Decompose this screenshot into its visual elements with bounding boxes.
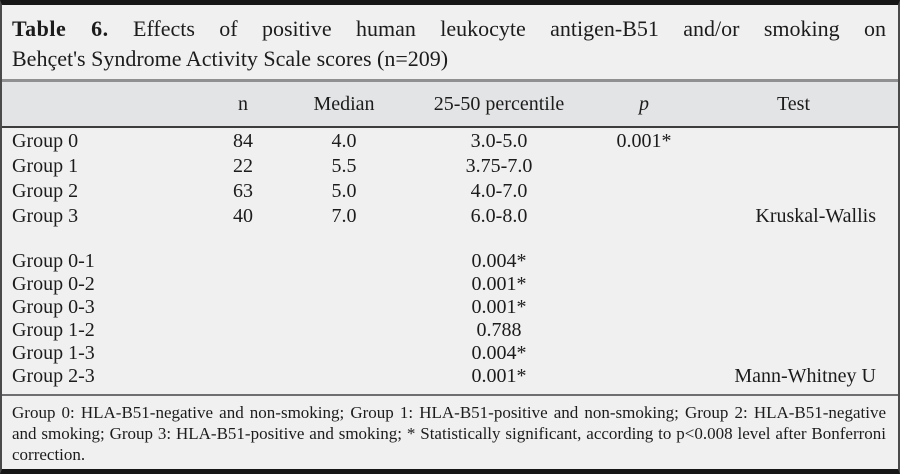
table-row-group-1-3: Group 1-3 0.004* xyxy=(2,341,898,364)
cell-test: Kruskal-Wallis xyxy=(755,204,876,227)
cell-median: 4.0 xyxy=(331,129,357,152)
table-title-text: Effects of positive human leukocyte anti… xyxy=(133,16,886,41)
cell-pairwise-p: 0.001* xyxy=(471,272,527,295)
cell-n: 84 xyxy=(233,129,253,152)
row-label: Group 1-2 xyxy=(12,318,95,341)
cell-pairwise-p: 0.788 xyxy=(476,318,522,341)
table-row-group-3: Group 3 40 7.0 6.0-8.0 Kruskal-Wallis xyxy=(2,203,898,228)
table-row-group-0-3: Group 0-3 0.001* xyxy=(2,295,898,318)
cell-percentile: 4.0-7.0 xyxy=(470,179,528,202)
table-header-row: n Median 25-50 percentile p Test xyxy=(2,82,898,128)
cell-n: 63 xyxy=(233,179,253,202)
table-row-group-2-3: Group 2-3 0.001* Mann-Whitney U xyxy=(2,364,898,387)
cell-pairwise-p: 0.004* xyxy=(471,249,527,272)
block-spacer xyxy=(2,228,898,249)
header-median: Median xyxy=(313,93,375,115)
table-number-label: Table 6. xyxy=(12,16,109,41)
cell-pairwise-p: 0.001* xyxy=(471,364,527,387)
cell-percentile: 3.75-7.0 xyxy=(465,154,533,177)
header-n: n xyxy=(238,93,248,115)
row-label: Group 1 xyxy=(12,154,79,177)
row-label: Group 0-2 xyxy=(12,272,95,295)
row-label: Group 0 xyxy=(12,129,79,152)
header-p: p xyxy=(639,93,649,115)
cell-median: 7.0 xyxy=(331,204,357,227)
table-row-group-0: Group 0 84 4.0 3.0-5.0 0.001* xyxy=(2,128,898,153)
header-percentile: 25-50 percentile xyxy=(433,93,565,115)
header-test: Test xyxy=(776,93,811,115)
table-row-group-1-2: Group 1-2 0.788 xyxy=(2,318,898,341)
cell-median: 5.0 xyxy=(331,179,357,202)
row-label: Group 0-1 xyxy=(12,249,95,272)
table-title: Table 6. Effects of positive human leuko… xyxy=(2,5,898,82)
cell-median: 5.5 xyxy=(331,154,357,177)
table-footnote: Group 0: HLA-B51-negative and non-smokin… xyxy=(2,394,898,469)
cell-percentile: 3.0-5.0 xyxy=(470,129,528,152)
row-label: Group 2-3 xyxy=(12,364,95,387)
cell-n: 40 xyxy=(233,204,253,227)
cell-pairwise-p: 0.004* xyxy=(471,341,527,364)
table-title-line1: Table 6. Effects of positive human leuko… xyxy=(12,14,886,44)
table-row-group-0-1: Group 0-1 0.004* xyxy=(2,249,898,272)
table-row-group-2: Group 2 63 5.0 4.0-7.0 xyxy=(2,178,898,203)
row-label: Group 1-3 xyxy=(12,341,95,364)
cell-pairwise-p: 0.001* xyxy=(471,295,527,318)
table-row-group-0-2: Group 0-2 0.001* xyxy=(2,272,898,295)
cell-test: Mann-Whitney U xyxy=(734,364,876,387)
table-title-line2: Behçet's Syndrome Activity Scale scores … xyxy=(12,46,449,71)
row-label: Group 3 xyxy=(12,204,79,227)
cell-p: 0.001* xyxy=(616,129,672,152)
cell-n: 22 xyxy=(233,154,253,177)
row-label: Group 2 xyxy=(12,179,79,202)
cell-percentile: 6.0-8.0 xyxy=(470,204,528,227)
table-row-group-1: Group 1 22 5.5 3.75-7.0 xyxy=(2,153,898,178)
row-label: Group 0-3 xyxy=(12,295,95,318)
